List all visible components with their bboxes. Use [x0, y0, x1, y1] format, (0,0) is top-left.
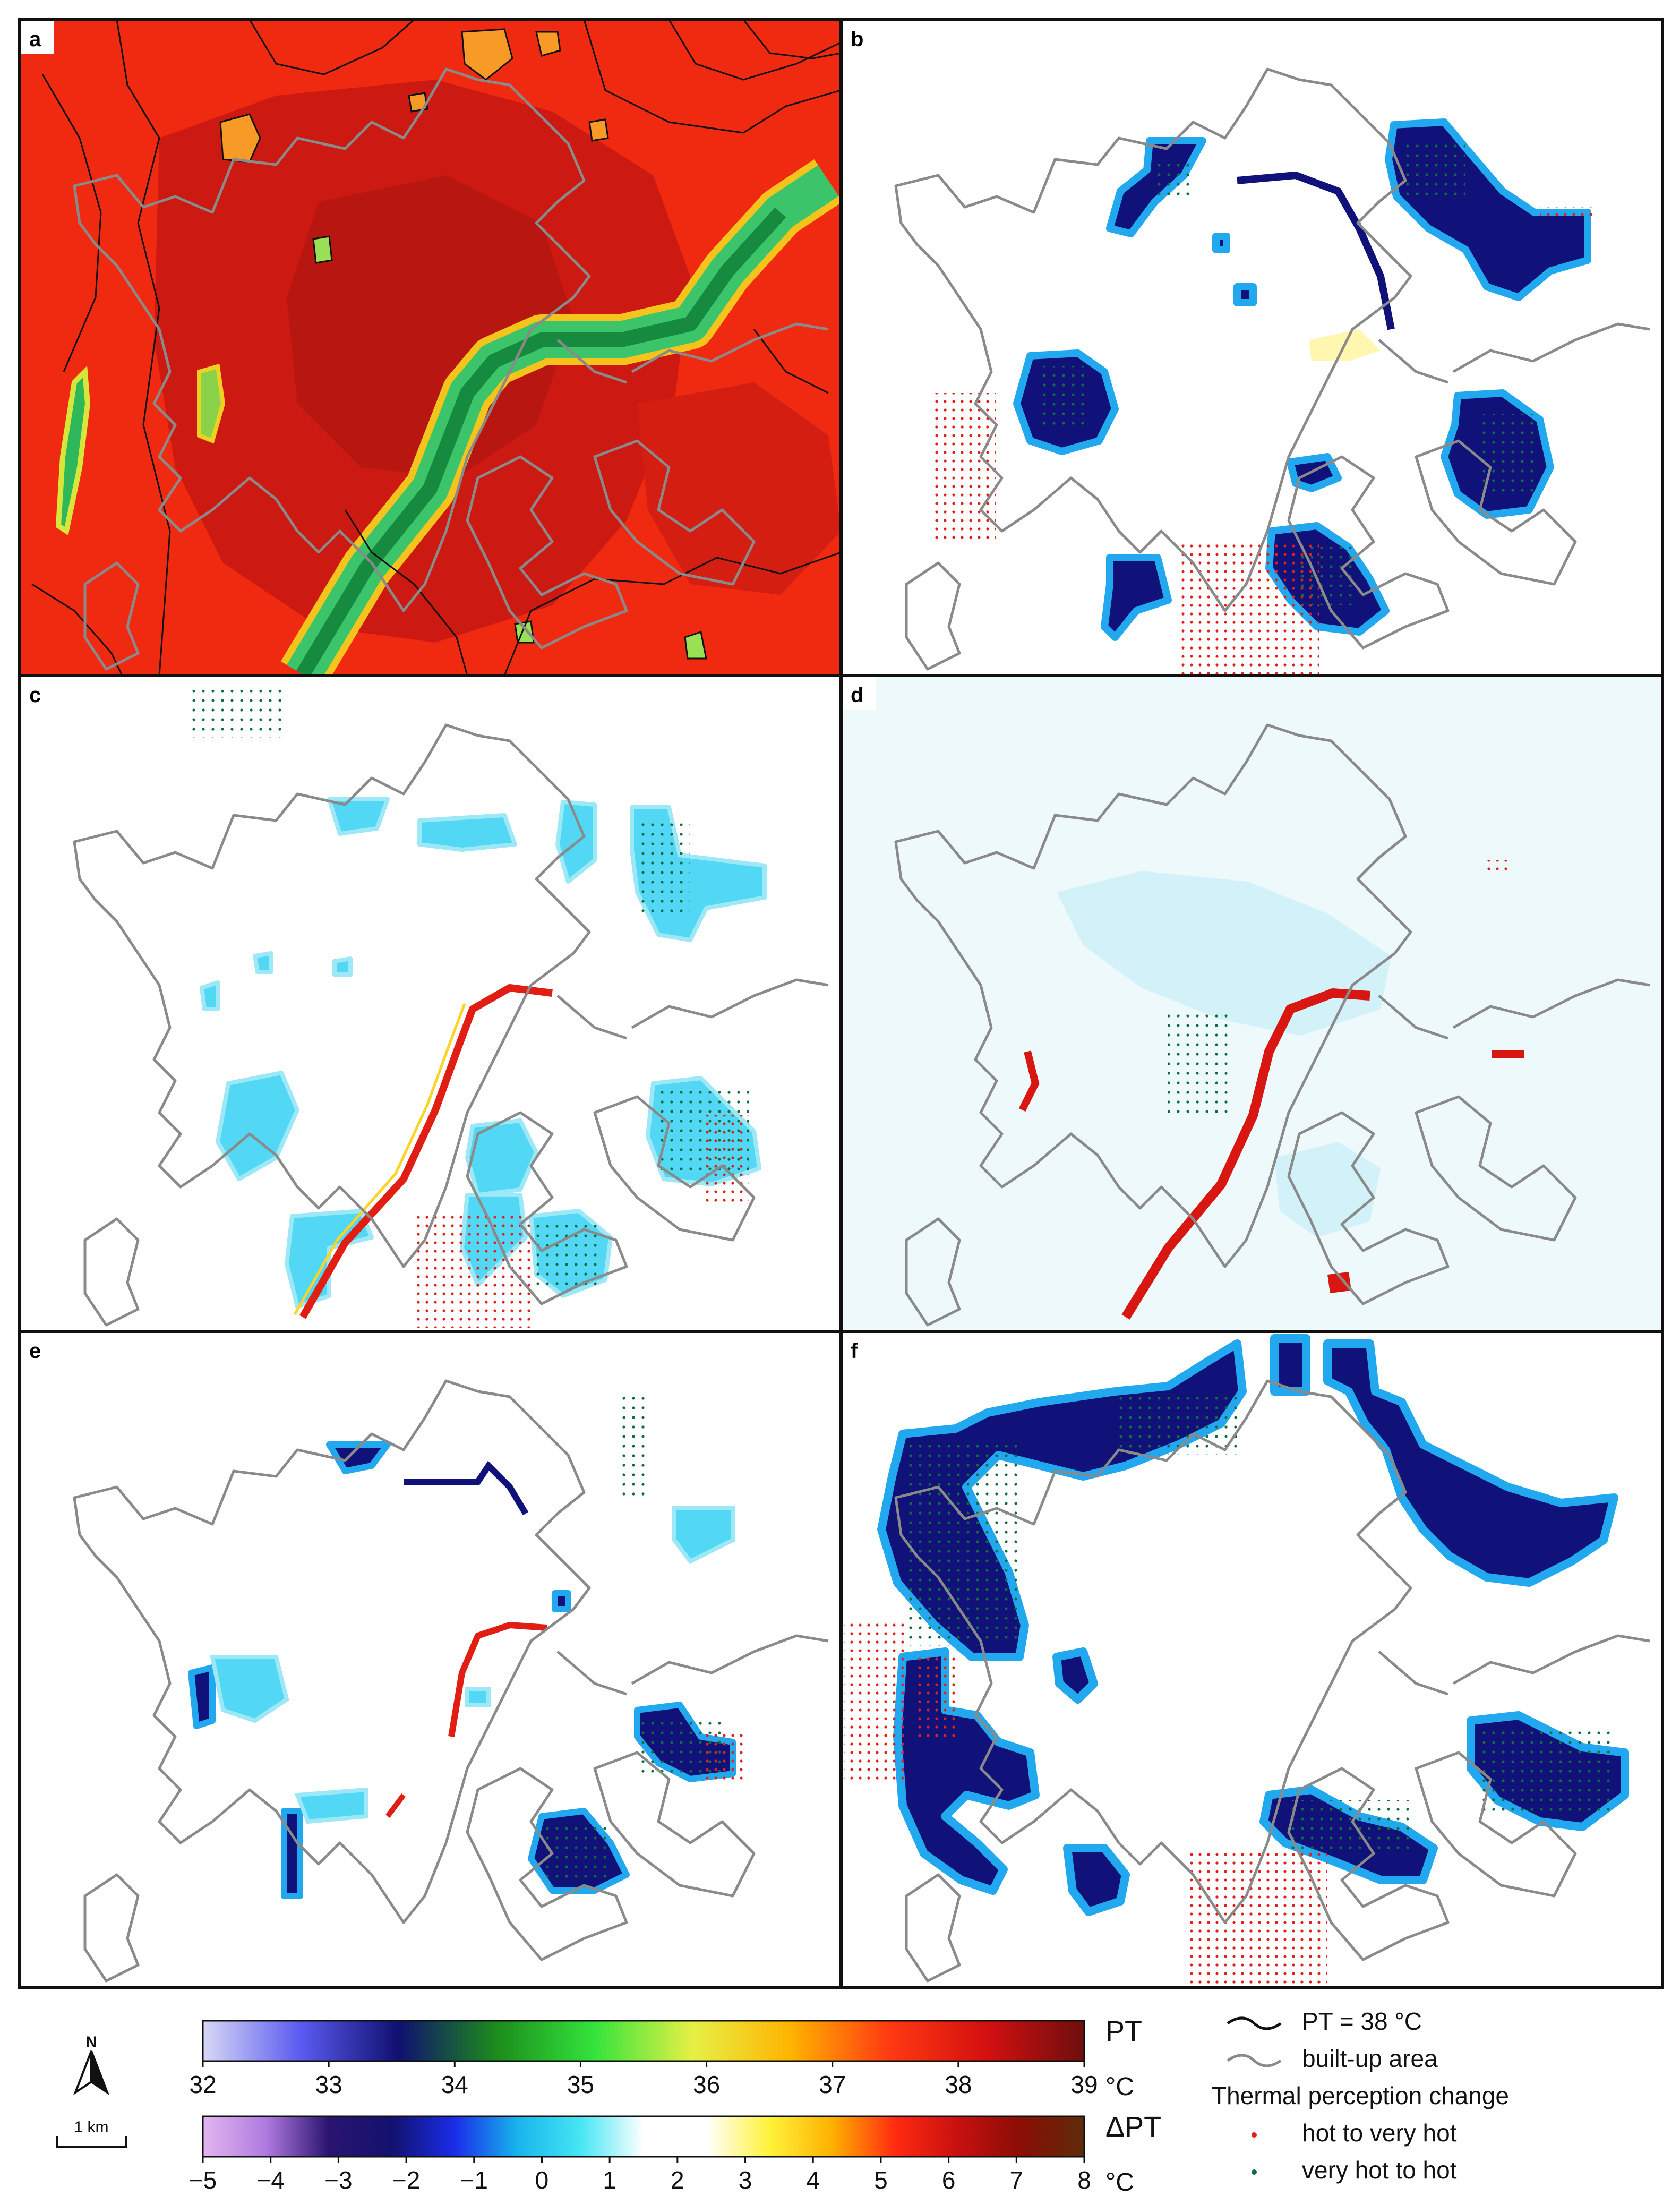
- dpt-positive-spot: [1327, 1272, 1351, 1293]
- dpt-faint-pattern: [1057, 871, 1391, 1036]
- very-hot-to-hot-dots: [1285, 1800, 1412, 1853]
- dpt-positive-river: [299, 984, 553, 1319]
- dpt-positive-river: [448, 1622, 547, 1737]
- river-cool-core: [296, 207, 786, 676]
- builtup-outline-f: [894, 1379, 1650, 1983]
- panel-letter-e: e: [29, 1339, 41, 1363]
- dpt-positive-spot: [385, 1793, 406, 1818]
- pt-field-hot-inner: [287, 175, 573, 478]
- panel-d: [841, 676, 1662, 1331]
- very-hot-to-hot-dots: [1168, 1009, 1232, 1115]
- panel-f: [841, 1331, 1662, 1987]
- builtup-outline-c: [73, 723, 829, 1327]
- warm-patch: [588, 118, 609, 142]
- very-hot-to-hot-dots: [903, 1445, 1019, 1646]
- very-hot-to-hot-dots: [1041, 366, 1088, 425]
- panel-letter-tags: a b c d e f: [21, 21, 876, 1366]
- dpt-positive-river-halo: [293, 1003, 466, 1315]
- builtup-outline-e: [73, 1379, 829, 1983]
- dpt-negative-line: [1237, 171, 1395, 330]
- cool-spot: [514, 620, 535, 644]
- very-hot-to-hot-dots: [1152, 159, 1195, 196]
- builtup-outline-d: [894, 723, 1650, 1327]
- very-hot-to-hot-dots: [542, 1822, 611, 1880]
- panel-letter-d: d: [851, 683, 863, 707]
- panel-a: [20, 20, 841, 676]
- warm-patch: [219, 113, 261, 163]
- very-hot-to-hot-dots: [658, 1089, 749, 1174]
- dpt-positive-river: [1121, 988, 1370, 1320]
- very-hot-to-hot-dots: [616, 1391, 648, 1498]
- panel-b: [841, 20, 1662, 676]
- warm-patch: [535, 31, 561, 57]
- hot-to-very-hot-dots: [1189, 1848, 1327, 1986]
- hot-to-very-hot-dots: [844, 1620, 908, 1784]
- panel-letter-box: [21, 21, 54, 54]
- hot-to-very-hot-dots: [1540, 207, 1593, 218]
- panel-letter-b: b: [851, 28, 863, 51]
- very-hot-to-hot-dots: [1402, 138, 1465, 202]
- panel-letter-box: [843, 1333, 876, 1366]
- builtup-outlines: [73, 67, 1650, 1983]
- hot-to-very-hot-dots: [932, 393, 996, 542]
- panel-letter-box: [21, 1333, 54, 1366]
- dpt-light-patches: [210, 1506, 735, 1824]
- park-cool-strip: [55, 365, 91, 536]
- panel-letter-box: [21, 677, 54, 710]
- panel-e: [20, 1331, 841, 1987]
- dpt-negative-line: [404, 1460, 529, 1516]
- panel-frames: [18, 18, 1664, 1989]
- warm-patch: [461, 28, 513, 81]
- very-hot-to-hot-dots: [1476, 1726, 1614, 1816]
- cool-spot: [684, 631, 707, 660]
- builtup-outline-b: [894, 67, 1650, 671]
- park-cool-patch: [197, 363, 226, 444]
- builtup-outline: [73, 67, 829, 671]
- hot-to-very-hot-dots: [913, 1652, 956, 1737]
- panel-letter-box: [843, 21, 876, 54]
- very-hot-to-hot-dots: [1476, 414, 1535, 494]
- hot-to-very-hot-dots: [1487, 860, 1508, 876]
- panel-c: [20, 676, 841, 1331]
- pt-field-hot-right: [637, 382, 841, 595]
- dpt-positive-spot: [1018, 1050, 1040, 1112]
- cool-spot: [312, 235, 333, 264]
- very-hot-to-hot-dots: [637, 818, 690, 913]
- pt38-contours: [31, 20, 841, 676]
- panel-letter-f: f: [851, 1339, 858, 1363]
- panel-letter-box: [843, 677, 876, 710]
- very-hot-to-hot-dots: [191, 690, 287, 738]
- panel-letter-a: a: [29, 28, 41, 51]
- panel-letter-c: c: [29, 683, 41, 707]
